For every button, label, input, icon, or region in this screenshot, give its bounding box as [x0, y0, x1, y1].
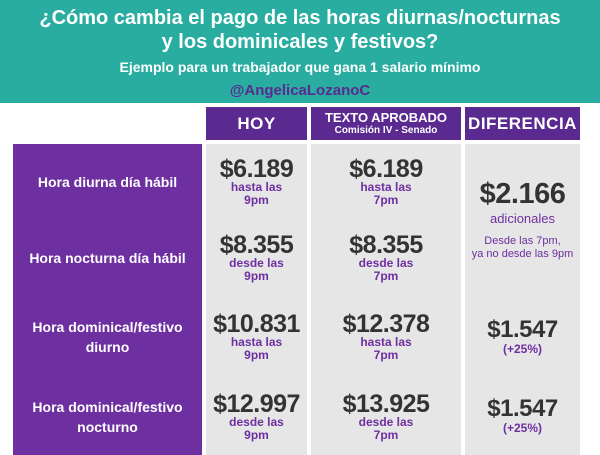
amount: $8.355	[219, 230, 294, 259]
diferencia-detail-line-2: ya no desde las 9pm	[471, 248, 574, 260]
note-line-2: 7pm	[373, 268, 399, 283]
note-line-2: 9pm	[244, 427, 269, 442]
amount: $6.189	[349, 154, 423, 183]
note-line-2: 9pm	[244, 192, 269, 207]
cell-texto-dominical-diurno: $12.378 hasta las 7pm	[311, 296, 461, 378]
note-line-1: desde las	[358, 414, 414, 429]
amount: $12.378	[342, 310, 430, 338]
row-label-dominical-diurno: Hora dominical/festivo diurno	[13, 296, 202, 378]
diferencia-label: adicionales	[489, 211, 556, 226]
title-line-2: y los dominicales y festivos?	[161, 31, 439, 53]
diferencia-percent: (+25%)	[502, 421, 543, 435]
diferencia-detail-line-1: Desde las 7pm,	[484, 235, 561, 247]
diferencia-amount: $1.547	[487, 395, 558, 422]
row-label-line-1: Hora dominical/festivo	[32, 398, 183, 415]
row-label-dominical-nocturno: Hora dominical/festivo nocturno	[13, 378, 202, 455]
comparison-table: HOY TEXTO APROBADO Comisión IV - Senado …	[0, 103, 600, 455]
cell-hoy-diurna-habil: $6.189 hasta las 9pm	[206, 144, 307, 219]
row-label-text: Hora dominical/festivo diurno	[32, 317, 182, 357]
subtitle: Ejemplo para un trabajador que gana 1 sa…	[119, 59, 481, 75]
note-line-1: hasta las	[230, 335, 283, 349]
amount: $10.831	[213, 310, 300, 338]
row-label-nocturna-habil: Hora nocturna día hábil	[13, 219, 202, 296]
column-header-hoy: HOY	[206, 107, 307, 140]
note-line-1: hasta las	[360, 179, 412, 194]
column-header-hoy-label: HOY	[237, 113, 276, 133]
infographic-header: ¿Cómo cambia el pago de las horas diurna…	[0, 0, 600, 103]
row-label-line-2: nocturno	[77, 418, 138, 435]
cell-texto-dominical-nocturno: $13.925 desde las 7pm	[311, 378, 461, 455]
column-header-texto-label: TEXTO APROBADO	[324, 109, 448, 125]
cell-hoy-nocturna-habil: $8.355 desde las 9pm	[206, 219, 307, 296]
column-header-texto-aprobado: TEXTO APROBADO Comisión IV - Senado	[311, 107, 461, 140]
cell-hoy-dominical-nocturno: $12.997 desde las 9pm	[206, 378, 307, 455]
note-line-1: hasta las	[230, 179, 283, 194]
author-handle: @AngelicaLozanoC	[229, 82, 371, 99]
cell-texto-diurna-habil: $6.189 hasta las 7pm	[311, 144, 461, 219]
row-label-line-1: Hora dominical/festivo	[32, 319, 183, 335]
column-header-texto-sublabel: Comisión IV - Senado	[334, 124, 438, 136]
column-header-diferencia-label: DIFERENCIA	[468, 113, 577, 133]
diferencia-amount: $2.166	[479, 178, 566, 210]
row-label-text: Hora diurna día hábil	[37, 173, 178, 190]
note-line-1: hasta las	[360, 335, 412, 349]
row-label-text: Hora nocturna día hábil	[29, 249, 186, 266]
amount: $12.997	[213, 389, 300, 418]
note-line-2: 9pm	[244, 348, 269, 362]
note-line-1: desde las	[229, 255, 284, 270]
row-label-text: Hora dominical/festivo nocturno	[32, 397, 182, 437]
column-header-diferencia: DIFERENCIA	[465, 107, 580, 140]
note-line-2: 7pm	[373, 348, 399, 362]
note-line-2: 9pm	[244, 268, 269, 283]
amount: $8.355	[349, 230, 423, 259]
amount: $13.925	[342, 389, 430, 418]
title-line-1: ¿Cómo cambia el pago de las horas diurna…	[39, 7, 561, 29]
diferencia-amount: $1.547	[487, 315, 558, 343]
note-line-2: 7pm	[373, 427, 399, 442]
row-label-line-2: diurno	[85, 339, 130, 355]
cell-diferencia-dominical-diurno: $1.547 (+25%)	[465, 296, 580, 378]
note-line-2: 7pm	[373, 192, 399, 207]
cell-diferencia-habil: $2.166 adicionales Desde las 7pm, ya no …	[465, 144, 580, 296]
diferencia-percent: (+25%)	[502, 341, 543, 356]
row-label-diurna-habil: Hora diurna día hábil	[13, 144, 202, 219]
cell-texto-nocturna-habil: $8.355 desde las 7pm	[311, 219, 461, 296]
note-line-1: desde las	[358, 255, 414, 270]
amount: $6.189	[219, 154, 294, 183]
note-line-1: desde las	[229, 414, 284, 429]
cell-diferencia-dominical-nocturno: $1.547 (+25%)	[465, 378, 580, 455]
cell-hoy-dominical-diurno: $10.831 hasta las 9pm	[206, 296, 307, 378]
